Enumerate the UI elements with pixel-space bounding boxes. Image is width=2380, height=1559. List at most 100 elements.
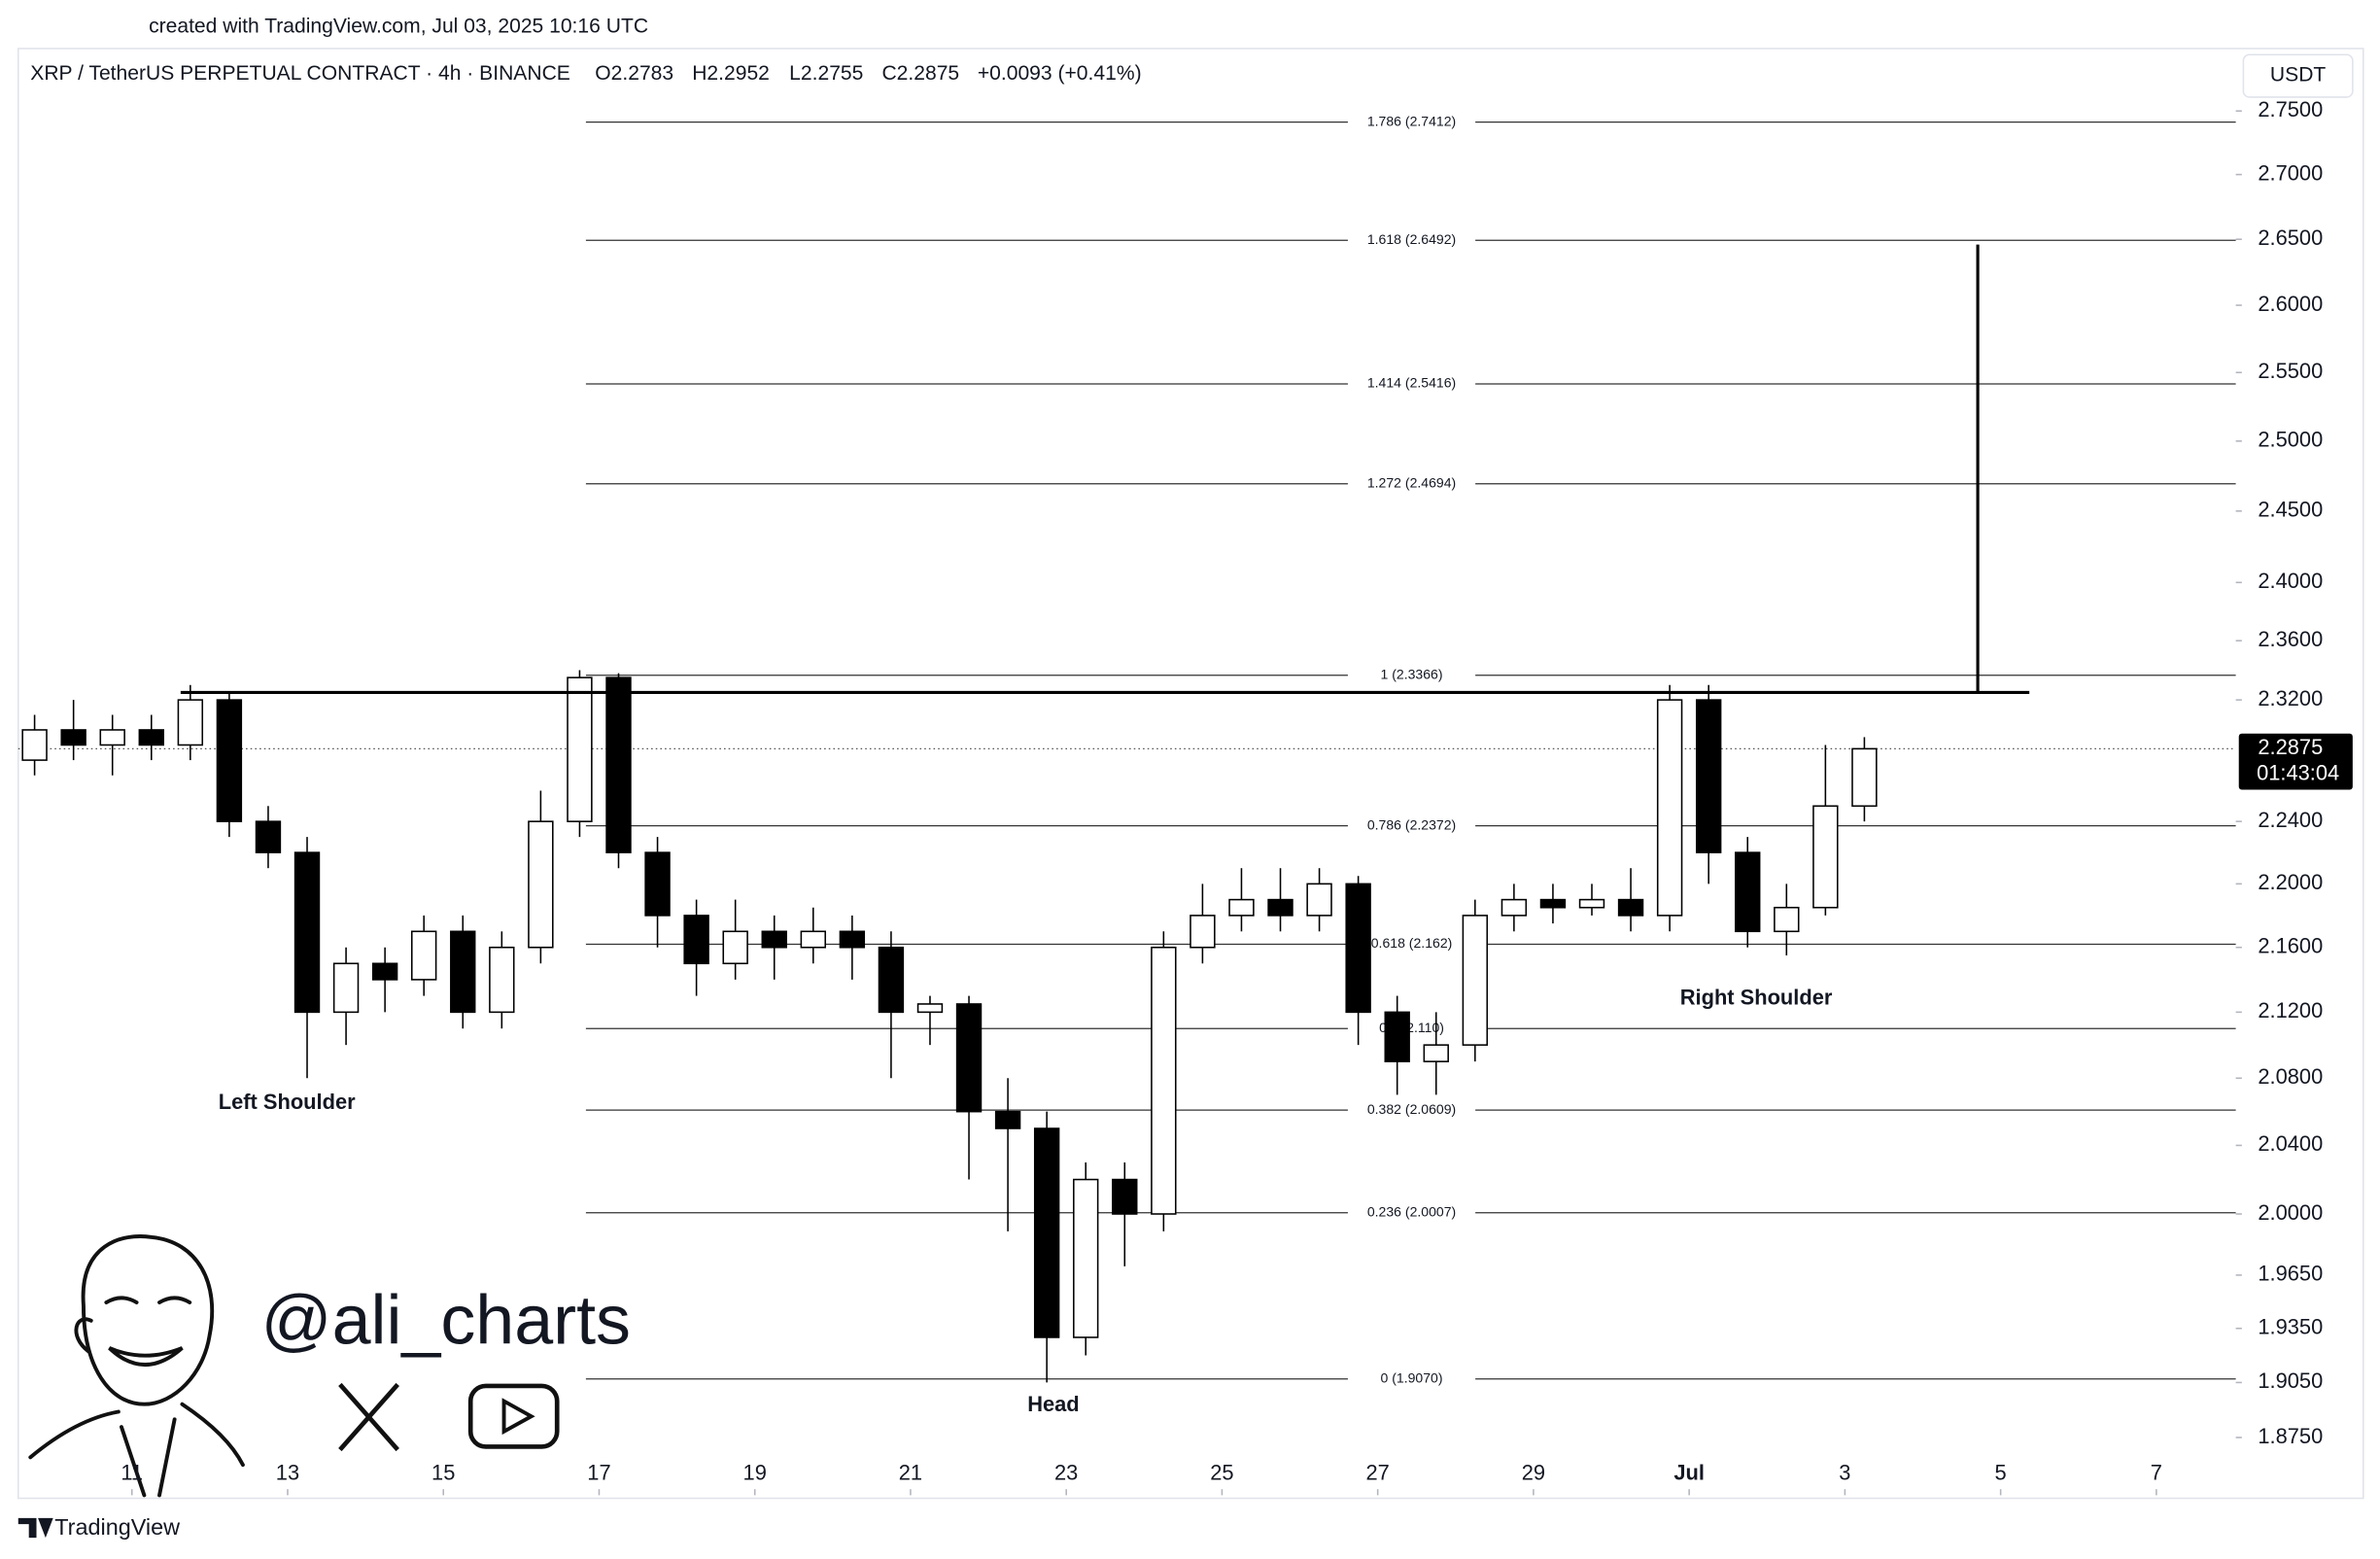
avatar — [28, 1234, 245, 1498]
candle-body — [1267, 898, 1293, 917]
y-tick-label: 2.3200 — [2258, 686, 2323, 710]
x-tick-label: 3 — [1839, 1460, 1850, 1484]
youtube-play — [501, 1398, 535, 1436]
brand: TradingView — [54, 1514, 180, 1540]
candle-body — [1384, 1011, 1410, 1062]
last-price-label: 2.2875 — [2258, 735, 2323, 759]
candle-body — [1112, 1178, 1138, 1215]
fib-label: 0.236 (2.0007) — [1367, 1203, 1456, 1219]
candle-body — [1735, 851, 1761, 933]
candle-body — [1462, 915, 1489, 1046]
x-tick-label: Jul — [1673, 1460, 1705, 1484]
handle: @ali_charts — [261, 1281, 631, 1359]
currency[interactable]: USDT — [2270, 64, 2327, 87]
fib-label-bg — [1347, 666, 1476, 685]
candle-body — [1345, 883, 1371, 1014]
ohlc-close: C2.2875 — [881, 62, 959, 85]
candle-body — [644, 851, 671, 917]
y-tick-label: 2.7500 — [2258, 97, 2323, 121]
candle-body — [528, 820, 554, 949]
candle-body — [839, 930, 866, 949]
candle-body — [1306, 883, 1332, 917]
symbol: XRP / TetherUS PERPETUAL CONTRACT · 4h ·… — [30, 62, 570, 85]
x-tick-label: 17 — [587, 1460, 610, 1484]
created-note: created with TradingView.com, Jul 03, 20… — [149, 16, 648, 38]
fib-label: 1.272 (2.4694) — [1367, 474, 1456, 490]
fib-label: 1 (2.3366) — [1381, 666, 1443, 681]
y-tick-label: 2.5500 — [2258, 359, 2323, 383]
x-tick-label: 5 — [1995, 1460, 2007, 1484]
candle-body — [1423, 1044, 1449, 1062]
candle-body — [567, 676, 593, 822]
candle-body — [21, 729, 48, 761]
fib-label-bg — [1347, 1369, 1476, 1389]
candle-body — [138, 729, 164, 746]
candle-body — [1190, 915, 1216, 949]
candle-body — [1695, 699, 1722, 853]
candle-body — [878, 946, 905, 1014]
ohlc-change: +0.0093 (+0.41%) — [978, 62, 1142, 85]
last-price-badge — [2238, 733, 2353, 790]
candle-body — [955, 1003, 983, 1113]
countdown: 01:43:04 — [2257, 761, 2339, 785]
fib-label: 0.382 (2.0609) — [1367, 1101, 1456, 1117]
youtube-logo — [467, 1383, 560, 1449]
y-tick-label: 2.6000 — [2258, 292, 2323, 316]
candle-body — [255, 820, 282, 853]
brand-logo — [17, 1517, 53, 1539]
candle-body — [1228, 898, 1255, 917]
candle-body — [60, 729, 86, 746]
candle-body — [489, 946, 515, 1014]
candle-body — [1774, 906, 1800, 933]
y-tick-label: 1.9650 — [2258, 1262, 2323, 1286]
y-tick-label: 2.4000 — [2258, 569, 2323, 593]
x-tick-label: 11 — [121, 1460, 143, 1484]
x-tick-label: 7 — [2151, 1460, 2162, 1484]
x-tick-label: 25 — [1210, 1460, 1233, 1484]
candle-body — [761, 930, 787, 949]
candle-body — [1539, 898, 1567, 909]
annotation: Right Shoulder — [1680, 985, 1833, 1009]
fib-label: 0 (1.9070) — [1381, 1369, 1443, 1385]
x-tick-label: 23 — [1054, 1460, 1078, 1484]
x-tick-label: 15 — [431, 1460, 455, 1484]
candle-body — [293, 851, 321, 1014]
fib-label-bg — [1347, 374, 1476, 394]
candle-body — [216, 699, 243, 822]
candle-body — [1812, 805, 1839, 909]
x-tick-label: 19 — [743, 1460, 767, 1484]
candle-body — [683, 915, 709, 965]
candle-body — [371, 962, 398, 981]
ohlc-low: L2.2755 — [789, 62, 863, 85]
candle-body — [1151, 946, 1177, 1215]
currency-box[interactable] — [2242, 53, 2354, 98]
y-tick-label: 2.4500 — [2258, 498, 2323, 522]
x-logo — [338, 1382, 399, 1452]
y-tick-label: 2.2400 — [2258, 808, 2323, 832]
ohlc-high: H2.2952 — [692, 62, 770, 85]
candle-body — [994, 1110, 1021, 1129]
y-tick-label: 1.8750 — [2258, 1424, 2323, 1448]
y-tick-label: 1.9350 — [2258, 1315, 2323, 1339]
fib-label: 0.786 (2.2372) — [1367, 816, 1456, 832]
fib-label-bg — [1347, 1100, 1476, 1120]
candle-body — [1617, 898, 1644, 917]
candle-body — [177, 699, 204, 746]
candle-body — [1851, 747, 1878, 808]
y-tick-label: 2.7000 — [2258, 160, 2323, 185]
fib-label-bg — [1347, 1203, 1476, 1223]
candle-body — [332, 962, 360, 1014]
y-tick-label: 2.3600 — [2258, 627, 2323, 651]
candle-body — [1578, 898, 1605, 909]
ohlc-open: O2.2783 — [595, 62, 673, 85]
candle-body — [1073, 1178, 1099, 1338]
fib-label-bg — [1347, 113, 1476, 131]
y-tick-label: 2.0800 — [2258, 1064, 2323, 1089]
fib-label: 1.618 (2.6492) — [1367, 231, 1456, 247]
candle-body — [800, 930, 826, 949]
candle-body — [916, 1003, 944, 1014]
candle-body — [1656, 699, 1683, 917]
frame — [17, 48, 2364, 1500]
